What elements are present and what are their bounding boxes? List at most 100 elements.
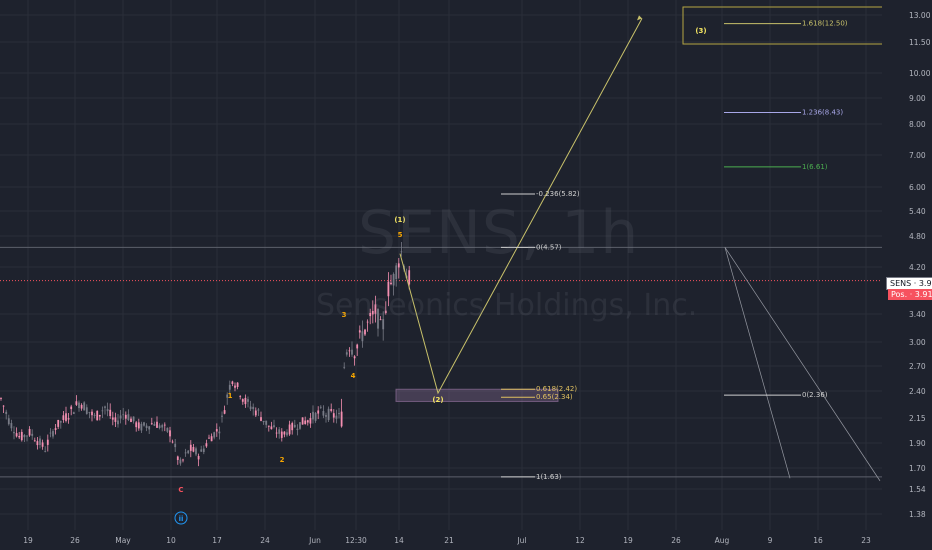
wave-circle-marker	[174, 511, 188, 525]
candle-body	[117, 420, 119, 425]
candle-body	[257, 409, 260, 411]
candle-body	[192, 447, 195, 452]
candle-body	[0, 398, 2, 399]
candle-body	[195, 448, 197, 455]
candle-body	[26, 435, 28, 437]
wave-label: C	[178, 486, 183, 494]
candle-body	[88, 411, 91, 413]
candle-body	[244, 397, 247, 405]
candle-body	[343, 366, 346, 368]
candle-body	[319, 406, 322, 408]
candle-body	[239, 396, 242, 397]
candle-body	[392, 273, 395, 286]
time-tick-label: 19	[23, 536, 33, 545]
candle-body	[267, 425, 270, 427]
trend-fan-line	[724, 247, 791, 479]
candle-body	[96, 410, 99, 421]
candle-body	[231, 381, 234, 385]
candle-body	[132, 416, 135, 422]
candle-body	[291, 423, 294, 431]
fib-level-label: 1(6.61)	[802, 163, 828, 171]
candle-body	[210, 436, 213, 442]
candle-body	[283, 431, 286, 435]
time-tick-label: Aug	[715, 536, 730, 545]
candle-body	[7, 418, 10, 425]
candle-body	[312, 411, 314, 420]
candle-body	[202, 448, 205, 453]
candle-body	[197, 455, 200, 460]
wave-label: 1	[228, 392, 233, 400]
candle-body	[325, 415, 327, 417]
candle-body	[114, 417, 117, 422]
candle-body	[314, 412, 317, 421]
candle-body	[262, 420, 265, 423]
candle-body	[361, 331, 364, 342]
price-tick-label: 9.00	[909, 94, 926, 103]
candle-body	[145, 425, 148, 429]
candle-body	[15, 433, 18, 437]
time-tick-label: 26	[671, 536, 681, 545]
target-zone-box	[395, 388, 559, 402]
candle-body	[127, 414, 130, 421]
candle-body	[366, 321, 369, 323]
fib-level-label: 1(1.63)	[536, 473, 562, 481]
candle-body	[135, 422, 138, 428]
fib-level-label: 1.618(12.50)	[802, 20, 848, 28]
candle-body	[278, 429, 281, 434]
time-tick-label: 10	[166, 536, 176, 545]
candle-body	[384, 310, 387, 314]
candle-body	[408, 270, 411, 285]
price-tick-label: 3.00	[909, 338, 926, 347]
candle-body	[10, 423, 13, 429]
candle-body	[5, 411, 8, 415]
candle-body	[335, 415, 338, 419]
candle-body	[200, 449, 203, 452]
candle-body	[364, 329, 366, 335]
candle-body	[101, 410, 104, 412]
price-tick-label: 8.00	[909, 120, 926, 129]
price-tick-label: 11.50	[909, 38, 931, 47]
time-tick-label: May	[115, 536, 131, 545]
candle-body	[98, 414, 101, 417]
time-axis[interactable]: 19 26 May 10 17 24 Jun 12:30 14 21 Jul 12 19 26 Aug 9 16…	[0, 530, 932, 550]
candle-body	[41, 442, 44, 447]
candle-body	[150, 423, 153, 425]
candle-body	[65, 413, 67, 421]
price-axis[interactable]: 13.00 11.50 10.00 9.00 8.00 7.00 6.00 5.40 4.80 4…	[882, 0, 932, 550]
candle-body	[18, 435, 21, 438]
candle-body	[179, 459, 182, 464]
candle-body	[358, 330, 361, 333]
wave-label: (1)	[394, 216, 405, 224]
wave-label: 2	[280, 456, 285, 464]
candle-body	[395, 265, 398, 280]
candle-body	[218, 431, 221, 434]
candle-body	[252, 406, 255, 410]
candle-body	[390, 282, 392, 285]
price-tick-label: 1.54	[909, 485, 926, 494]
candle-body	[28, 428, 31, 436]
candle-body	[52, 431, 54, 437]
candle-body	[122, 414, 125, 416]
fib-extension-box	[682, 6, 897, 45]
candle-body	[296, 428, 299, 430]
candle-body	[75, 401, 78, 405]
candle-body	[184, 452, 187, 454]
candle-body	[306, 420, 309, 423]
candle-body	[33, 440, 36, 442]
candle-body	[299, 422, 301, 429]
candle-body	[91, 411, 93, 416]
candle-body	[377, 309, 379, 329]
candle-body	[130, 418, 132, 422]
price-tick-label: 7.00	[909, 151, 926, 160]
candle-body	[353, 356, 356, 359]
candle-body	[13, 431, 15, 434]
fib-level-label: -0.236(5.82)	[536, 190, 580, 198]
time-tick-label: 24	[260, 536, 270, 545]
price-tick-label: 1.70	[909, 464, 926, 473]
candle-body	[23, 435, 26, 438]
candle-body	[340, 411, 343, 427]
candle-body	[31, 433, 34, 436]
price-tick-label: 6.00	[909, 183, 926, 192]
candle-body	[156, 421, 158, 428]
